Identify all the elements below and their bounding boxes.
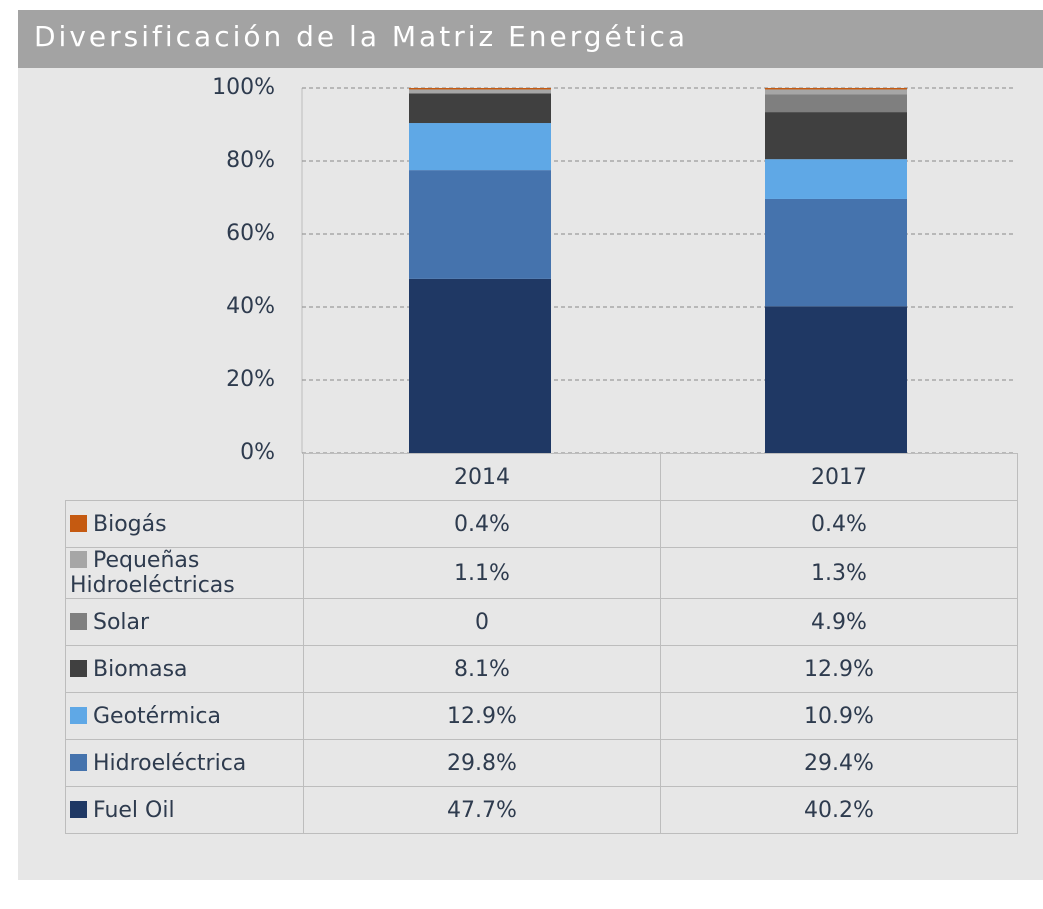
- value-label: 0: [303, 598, 661, 646]
- value-label: 8.1%: [303, 645, 661, 693]
- bar-segment: [765, 159, 907, 199]
- bar-segment: [765, 112, 907, 160]
- y-tick-label: 40%: [226, 294, 275, 319]
- table-row: Hidroeléctrica 29.8% 29.4%: [65, 739, 1018, 787]
- x-tick-label: 2014: [303, 453, 661, 501]
- table-row: Biogás 0.4% 0.4%: [65, 500, 1018, 548]
- value-label: 29.8%: [303, 739, 661, 787]
- legend-swatch: [70, 659, 87, 677]
- value-label: 12.9%: [303, 692, 661, 740]
- legend-swatch: [70, 612, 87, 630]
- table-row: Solar 0 4.9%: [65, 598, 1018, 646]
- data-table: 2014 2017 Biogás 0.4% 0.4% Pequeñas Hidroeléc…: [65, 453, 1018, 834]
- table-row: Pequeñas Hidroeléctricas 1.1% 1.3%: [65, 547, 1018, 599]
- legend-cell: Pequeñas Hidroeléctricas: [65, 547, 304, 599]
- table-row: Fuel Oil 47.7% 40.2%: [65, 786, 1018, 834]
- legend-cell: Fuel Oil: [65, 786, 304, 834]
- bar-segment: [409, 89, 551, 94]
- value-label: 1.1%: [303, 547, 661, 599]
- bar-segment: [409, 278, 551, 453]
- legend-cell: Biogás: [65, 500, 304, 548]
- value-label: 1.3%: [660, 547, 1018, 599]
- value-label: 40.2%: [660, 786, 1018, 834]
- legend-label: Biomasa: [93, 656, 188, 682]
- y-tick-label: 0%: [240, 440, 275, 465]
- bar-segment: [765, 306, 907, 453]
- bar-segment: [765, 88, 907, 90]
- bar-segment: [409, 123, 551, 171]
- legend-swatch: [70, 551, 87, 568]
- legend-cell: Biomasa: [65, 645, 304, 693]
- title-bar: [18, 10, 1043, 68]
- legend-swatch: [70, 514, 87, 532]
- legend-label: Solar: [93, 609, 150, 635]
- legend-cell: Hidroeléctrica: [65, 739, 304, 787]
- table-row: Biomasa 8.1% 12.9%: [65, 645, 1018, 693]
- legend-cell: Solar: [65, 598, 304, 646]
- bar-segment: [765, 89, 907, 95]
- legend-label: Pequeñas Hidroeléctricas: [70, 548, 235, 598]
- y-tick-label: 60%: [226, 221, 275, 246]
- value-label: 10.9%: [660, 692, 1018, 740]
- bar-segment: [765, 94, 907, 113]
- blank-cell: [66, 454, 304, 501]
- value-label: 47.7%: [303, 786, 661, 834]
- x-tick-label: 2017: [660, 453, 1018, 501]
- value-label: 29.4%: [660, 739, 1018, 787]
- bar-segment: [409, 88, 551, 90]
- legend-swatch: [70, 753, 87, 771]
- value-label: 0.4%: [303, 500, 661, 548]
- bar-segment: [765, 198, 907, 307]
- value-label: 0.4%: [660, 500, 1018, 548]
- value-label: 4.9%: [660, 598, 1018, 646]
- bar-segment: [409, 170, 551, 279]
- y-tick-label: 80%: [226, 148, 275, 173]
- legend-swatch: [70, 800, 87, 818]
- chart-title: Diversificación de la Matriz Energética: [34, 20, 689, 53]
- y-tick-label: 20%: [226, 367, 275, 392]
- legend-label: Geotérmica: [93, 703, 221, 729]
- bar-segment: [409, 93, 551, 124]
- header-row: 2014 2017: [66, 453, 1018, 501]
- legend-cell: Geotérmica: [65, 692, 304, 740]
- legend-swatch: [70, 706, 87, 724]
- value-label: 12.9%: [660, 645, 1018, 693]
- legend-label: Fuel Oil: [93, 797, 175, 823]
- legend-label: Biogás: [93, 511, 167, 537]
- y-tick-label: 100%: [212, 75, 275, 100]
- table-row: Geotérmica 12.9% 10.9%: [65, 692, 1018, 740]
- legend-label: Hidroeléctrica: [93, 750, 247, 776]
